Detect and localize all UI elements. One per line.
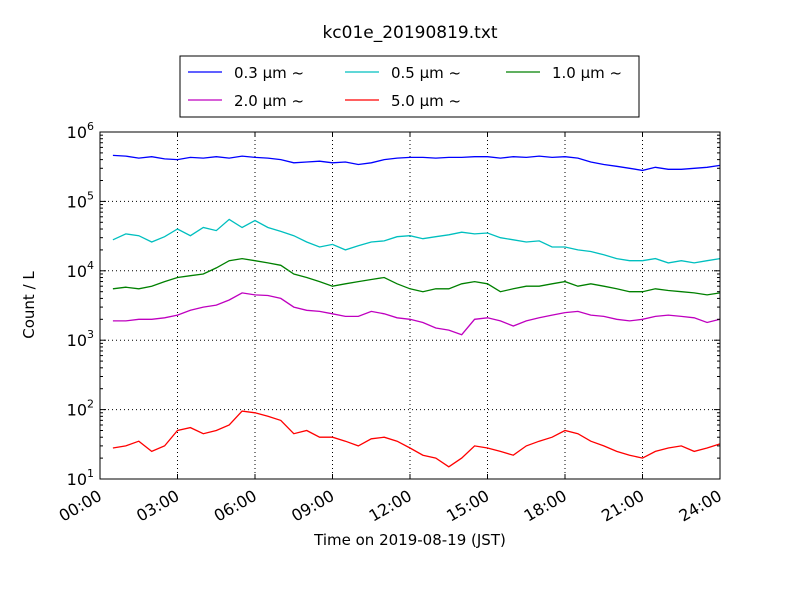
grid-lines [100, 132, 720, 479]
axis-ticks [99, 131, 721, 480]
x-tick-label: 00:00 [56, 486, 105, 526]
x-tick-label: 21:00 [598, 486, 647, 526]
series-line [112, 154, 721, 172]
y-tick-label: 103 [67, 328, 94, 350]
y-tick-label: 104 [67, 259, 94, 281]
y-tick-label: 105 [67, 189, 94, 211]
series-line [112, 292, 721, 336]
y-tick-label: 106 [67, 120, 94, 142]
series-lines [112, 154, 721, 468]
y-tick-label: 101 [67, 467, 94, 489]
series-line [112, 257, 721, 296]
plot-background [100, 132, 720, 479]
legend-box [179, 55, 640, 118]
x-tick-label: 15:00 [443, 486, 492, 526]
x-tick-label: 03:00 [133, 486, 182, 526]
y-axis-label: Count / L [20, 271, 38, 339]
x-tick-label: 06:00 [211, 486, 260, 526]
series-line [112, 218, 721, 264]
series-line [112, 410, 721, 468]
legend-label: 5.0 μm ~ [391, 92, 461, 110]
x-tick-label: 12:00 [366, 486, 415, 526]
x-tick-label: 18:00 [521, 486, 570, 526]
x-axis-label: Time on 2019-08-19 (JST) [313, 531, 506, 549]
x-tick-label: 24:00 [676, 486, 725, 526]
y-tick-label: 102 [67, 398, 94, 420]
plot-area [99, 131, 721, 480]
legend: 0.3 μm ~ 0.5 μm ~ 1.0 μm ~ 2.0 μm ~ 5.0 μm ~ [179, 55, 640, 118]
x-tick-label: 09:00 [288, 486, 337, 526]
chart-title: kc01e_20190819.txt [322, 23, 497, 43]
legend-label: 0.5 μm ~ [391, 64, 461, 82]
legend-label: 2.0 μm ~ [234, 92, 304, 110]
legend-label: 0.3 μm ~ [234, 64, 304, 82]
legend-label: 1.0 μm ~ [552, 64, 622, 82]
